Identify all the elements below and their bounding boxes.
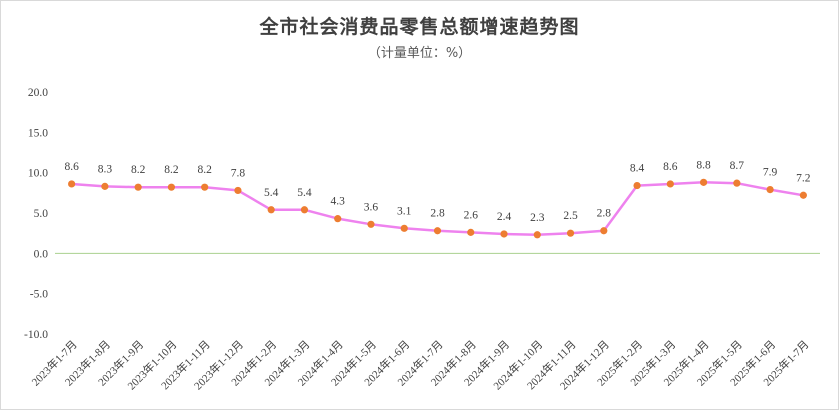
data-point <box>134 183 142 191</box>
y-tick-label: 5.0 <box>34 208 49 220</box>
y-tick-label: 10.0 <box>28 168 48 180</box>
data-label: 2.8 <box>430 208 445 220</box>
data-label: 8.4 <box>630 163 645 175</box>
data-label: 5.4 <box>264 187 279 199</box>
data-point <box>267 206 275 214</box>
data-label: 5.4 <box>297 187 312 199</box>
chart-subtitle: （计量单位：%） <box>367 46 472 61</box>
data-point <box>699 178 708 186</box>
data-label: 2.6 <box>464 209 479 221</box>
data-point <box>234 186 242 195</box>
y-tick-label: -5.0 <box>30 289 48 301</box>
data-point <box>101 182 109 190</box>
data-label: 8.7 <box>730 160 745 172</box>
data-point <box>666 180 674 188</box>
data-point <box>566 229 575 237</box>
data-label: 7.8 <box>231 167 246 179</box>
data-point <box>433 227 442 235</box>
data-point <box>467 228 475 236</box>
data-point <box>633 181 641 190</box>
data-label: 2.5 <box>563 210 578 222</box>
data-point <box>201 183 209 191</box>
data-point <box>799 191 807 199</box>
data-point <box>400 224 408 232</box>
data-point <box>367 220 375 228</box>
data-label: 3.1 <box>397 205 412 217</box>
data-label: 8.6 <box>64 161 79 173</box>
data-label: 8.2 <box>164 164 179 176</box>
data-point <box>500 230 508 238</box>
data-label: 8.6 <box>663 161 678 173</box>
data-label: 4.3 <box>331 196 346 208</box>
data-point <box>167 183 176 191</box>
data-point <box>533 231 541 239</box>
chart-title: 全市社会消费品零售总额增速趋势图 <box>259 16 580 38</box>
data-label: 8.2 <box>131 164 146 176</box>
data-label: 7.2 <box>796 172 811 184</box>
y-tick-label: 20.0 <box>28 87 48 99</box>
y-tick-label: 0.0 <box>34 248 49 260</box>
data-point <box>600 227 608 235</box>
data-label: 8.8 <box>696 159 711 171</box>
data-point <box>300 206 309 214</box>
data-label: 2.3 <box>530 212 545 224</box>
data-point <box>68 180 76 188</box>
data-label: 2.8 <box>597 208 612 220</box>
data-point <box>733 179 741 187</box>
data-point <box>334 215 342 223</box>
data-point <box>766 186 774 194</box>
data-label: 2.4 <box>497 211 512 223</box>
data-label: 8.2 <box>197 164 212 176</box>
y-tick-label: -10.0 <box>24 329 48 341</box>
data-label: 7.9 <box>763 167 778 179</box>
data-label: 8.3 <box>98 163 113 175</box>
y-tick-label: 15.0 <box>28 127 48 139</box>
data-label: 3.6 <box>364 201 379 213</box>
